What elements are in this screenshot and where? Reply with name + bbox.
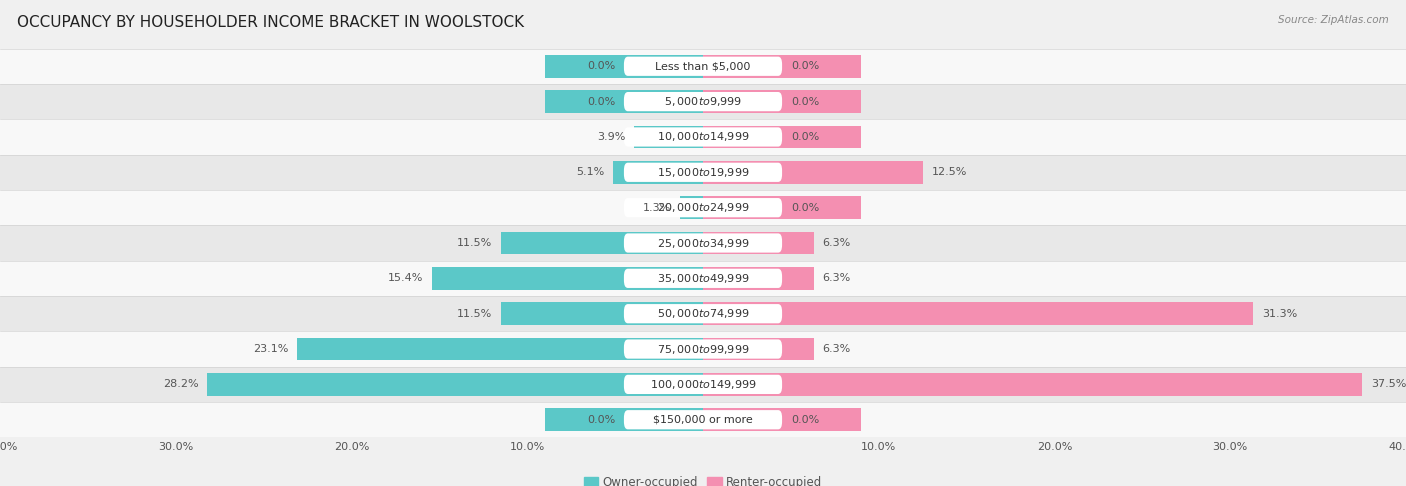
Text: 1.3%: 1.3%	[643, 203, 672, 213]
FancyBboxPatch shape	[624, 92, 782, 111]
Text: 0.0%: 0.0%	[790, 97, 820, 106]
Bar	[703, 338, 814, 360]
FancyBboxPatch shape	[624, 375, 782, 394]
Bar	[703, 161, 922, 184]
Text: OCCUPANCY BY HOUSEHOLDER INCOME BRACKET IN WOOLSTOCK: OCCUPANCY BY HOUSEHOLDER INCOME BRACKET …	[17, 15, 524, 30]
Text: 0.0%: 0.0%	[790, 132, 820, 142]
FancyBboxPatch shape	[624, 233, 782, 253]
Text: 6.3%: 6.3%	[823, 238, 851, 248]
Text: $50,000 to $74,999: $50,000 to $74,999	[657, 307, 749, 320]
Text: 15.4%: 15.4%	[388, 273, 423, 283]
Text: 11.5%: 11.5%	[457, 309, 492, 319]
Bar	[703, 408, 860, 431]
Bar	[703, 90, 860, 113]
Text: 0.0%: 0.0%	[586, 61, 616, 71]
Legend: Owner-occupied, Renter-occupied: Owner-occupied, Renter-occupied	[579, 471, 827, 486]
Text: $10,000 to $14,999: $10,000 to $14,999	[657, 130, 749, 143]
Bar	[703, 267, 814, 290]
Bar	[501, 232, 703, 254]
FancyBboxPatch shape	[624, 127, 782, 147]
Text: 31.3%: 31.3%	[1263, 309, 1298, 319]
Bar	[297, 338, 703, 360]
Bar	[703, 126, 860, 148]
Bar	[0, 402, 1406, 437]
Text: Source: ZipAtlas.com: Source: ZipAtlas.com	[1278, 15, 1389, 25]
Text: 0.0%: 0.0%	[586, 415, 616, 425]
FancyBboxPatch shape	[624, 198, 782, 217]
Bar	[0, 331, 1406, 367]
FancyBboxPatch shape	[624, 339, 782, 359]
Bar	[208, 373, 703, 396]
Text: $25,000 to $34,999: $25,000 to $34,999	[657, 237, 749, 249]
Bar	[0, 190, 1406, 226]
Bar	[613, 161, 703, 184]
Text: 6.3%: 6.3%	[823, 273, 851, 283]
Bar	[501, 302, 703, 325]
Bar	[0, 367, 1406, 402]
Bar	[0, 296, 1406, 331]
Bar	[546, 55, 703, 78]
Bar	[0, 260, 1406, 296]
FancyBboxPatch shape	[624, 163, 782, 182]
Bar	[703, 302, 1253, 325]
Text: 6.3%: 6.3%	[823, 344, 851, 354]
Text: 28.2%: 28.2%	[163, 380, 198, 389]
Bar	[0, 226, 1406, 260]
Text: $5,000 to $9,999: $5,000 to $9,999	[664, 95, 742, 108]
FancyBboxPatch shape	[624, 304, 782, 323]
Text: 11.5%: 11.5%	[457, 238, 492, 248]
FancyBboxPatch shape	[624, 410, 782, 429]
Bar	[0, 49, 1406, 84]
Text: $75,000 to $99,999: $75,000 to $99,999	[657, 343, 749, 356]
Bar	[681, 196, 703, 219]
Text: $20,000 to $24,999: $20,000 to $24,999	[657, 201, 749, 214]
Text: 5.1%: 5.1%	[576, 167, 605, 177]
Bar	[0, 119, 1406, 155]
Text: 0.0%: 0.0%	[790, 203, 820, 213]
Bar	[703, 232, 814, 254]
Bar	[703, 196, 860, 219]
Text: 37.5%: 37.5%	[1371, 380, 1406, 389]
Bar	[546, 90, 703, 113]
Text: $150,000 or more: $150,000 or more	[654, 415, 752, 425]
Bar	[703, 373, 1362, 396]
Bar	[546, 408, 703, 431]
Text: 0.0%: 0.0%	[790, 61, 820, 71]
Text: 23.1%: 23.1%	[253, 344, 288, 354]
Text: $100,000 to $149,999: $100,000 to $149,999	[650, 378, 756, 391]
Text: 0.0%: 0.0%	[586, 97, 616, 106]
Bar	[703, 55, 860, 78]
FancyBboxPatch shape	[624, 269, 782, 288]
Bar	[433, 267, 703, 290]
Text: Less than $5,000: Less than $5,000	[655, 61, 751, 71]
Text: 3.9%: 3.9%	[598, 132, 626, 142]
Text: 0.0%: 0.0%	[790, 415, 820, 425]
Bar	[0, 155, 1406, 190]
Text: $35,000 to $49,999: $35,000 to $49,999	[657, 272, 749, 285]
Text: $15,000 to $19,999: $15,000 to $19,999	[657, 166, 749, 179]
Text: 12.5%: 12.5%	[932, 167, 967, 177]
Bar	[634, 126, 703, 148]
Bar	[0, 84, 1406, 119]
FancyBboxPatch shape	[624, 57, 782, 76]
